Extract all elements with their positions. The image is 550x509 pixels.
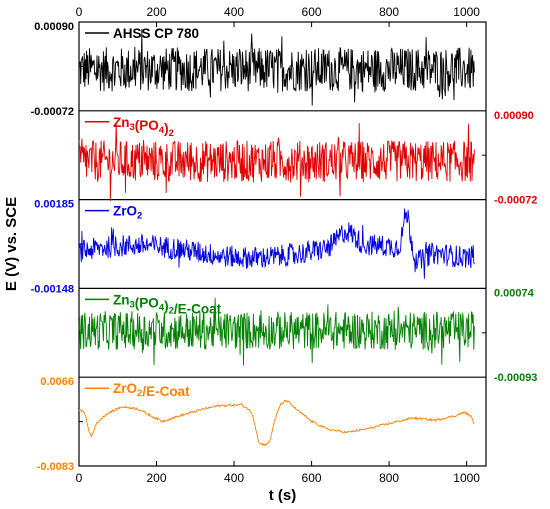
legend-label: ZrO2: [113, 204, 142, 222]
series-line: [78, 122, 475, 202]
legend-text: /E-Coat: [174, 301, 222, 316]
legend-text: ): [164, 121, 169, 136]
legend-subscript: 4: [159, 302, 165, 313]
y-max-label: 0.0066: [40, 376, 74, 388]
legend-text: (PO: [135, 118, 159, 133]
panel-3: 0.00185 -0.00148 ZrO2: [31, 199, 475, 295]
x-tick-label-bottom: 0: [76, 471, 83, 485]
x-axis-title: t (s): [269, 487, 297, 504]
legend-subscript: 2: [137, 388, 142, 399]
legend-text: Zn: [113, 292, 130, 307]
x-tick-label-top: 600: [302, 5, 322, 19]
legend-label: Zn3(PO4)2: [113, 115, 174, 139]
legend-text: ZrO: [113, 204, 137, 219]
legend-label: Zn3(PO4)2/E-Coat: [113, 292, 222, 316]
series-line: [78, 399, 475, 447]
y-min-label: -0.00093: [494, 372, 537, 384]
y-min-label: -0.00148: [31, 283, 74, 295]
legend-text: AHSS CP 780: [113, 26, 199, 41]
x-tick-label-bottom: 1000: [453, 471, 480, 485]
panel-5: 0.0066 -0.0083 ZrO2/E-Coat: [37, 376, 475, 473]
x-tick-label-top: 400: [224, 5, 244, 19]
panel-4: 0.00074 -0.00093 Zn3(PO4)2/E-Coat: [78, 287, 537, 384]
legend-text: ): [164, 298, 169, 313]
y-axis-title: E (V) vs. SCE: [3, 197, 20, 291]
legend-label: AHSS CP 780: [113, 26, 199, 41]
x-tick-label-top: 1000: [453, 5, 480, 19]
x-tick-label-bottom: 600: [302, 471, 322, 485]
series-line: [78, 297, 475, 366]
y-max-label: 0.00090: [34, 21, 74, 33]
panel-2: 0.00090 -0.00072 Zn3(PO4)2: [78, 110, 537, 207]
y-max-label: 0.00185: [34, 199, 74, 211]
legend-subscript: 3: [130, 299, 135, 310]
x-tick-label-bottom: 800: [379, 471, 399, 485]
x-tick-label-top: 0: [76, 5, 83, 19]
x-tick-label-top: 200: [147, 5, 167, 19]
series-line: [78, 208, 475, 279]
legend-subscript: 2: [169, 305, 174, 316]
y-max-label: 0.00090: [494, 110, 534, 122]
legend-text: (PO: [135, 295, 159, 310]
legend-subscript: 2: [137, 211, 142, 222]
series-line: [78, 29, 475, 106]
legend-subscript: 4: [159, 125, 165, 136]
x-tick-label-bottom: 200: [147, 471, 167, 485]
legend-subscript: 3: [130, 122, 135, 133]
legend-text: Zn: [113, 115, 130, 130]
x-tick-label-bottom: 400: [224, 471, 244, 485]
y-min-label: -0.0083: [37, 461, 74, 473]
y-min-label: -0.00072: [494, 195, 537, 207]
panel-1: 0.00090 -0.00072 AHSS CP 780: [31, 21, 475, 118]
x-tick-label-top: 800: [379, 5, 399, 19]
legend-label: ZrO2/E-Coat: [113, 381, 190, 399]
legend-text: /E-Coat: [142, 384, 190, 399]
legend-subscript: 2: [169, 128, 174, 139]
legend-text: ZrO: [113, 381, 137, 396]
y-max-label: 0.00074: [494, 287, 535, 299]
y-min-label: -0.00072: [31, 106, 74, 118]
